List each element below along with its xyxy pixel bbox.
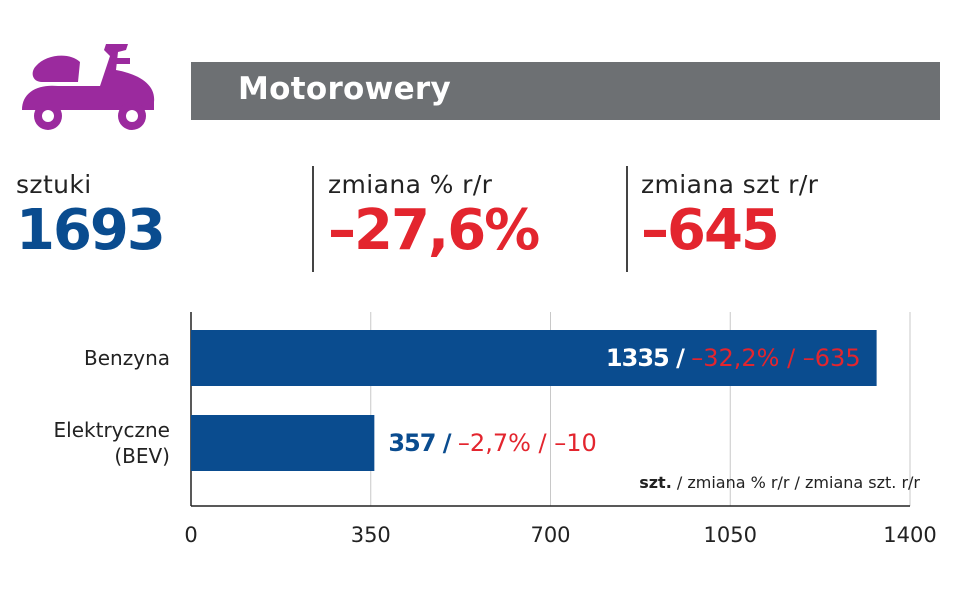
category-label: (BEV) xyxy=(114,444,170,468)
divider xyxy=(626,166,628,272)
x-tick-label: 1400 xyxy=(883,523,936,547)
stat-change-units: zmiana szt r/r –645 xyxy=(641,170,818,259)
bar-chart: 0 350 700 1050 1400 Benzyna 1335 / –32,2% / –6… xyxy=(54,312,937,547)
data-label: 1335 / –32,2% / –635 xyxy=(606,344,861,372)
x-tick-label: 350 xyxy=(351,523,391,547)
stat-change-pct-value: –27,6% xyxy=(328,198,540,263)
stat-units-value: 1693 xyxy=(16,198,166,263)
category-label: Benzyna xyxy=(84,346,170,370)
bar xyxy=(191,330,877,386)
stat-units-label: sztuki xyxy=(16,170,92,199)
legend-note: szt. / zmiana % r/r / zmiana szt. r/r xyxy=(639,473,920,492)
scooter-icon xyxy=(22,44,155,130)
x-tick-label: 700 xyxy=(530,523,570,547)
stat-units: sztuki 1693 xyxy=(16,170,166,263)
x-tick-label: 1050 xyxy=(704,523,757,547)
stat-change-pct: zmiana % r/r –27,6% xyxy=(328,170,540,263)
divider xyxy=(312,166,314,272)
bar xyxy=(191,415,375,471)
page-title: Motorowery xyxy=(238,71,452,107)
stat-change-pct-label: zmiana % r/r xyxy=(328,170,493,199)
data-label: 357 / –2,7% / –10 xyxy=(388,429,596,457)
category-label: Elektryczne xyxy=(54,418,170,442)
stat-change-units-label: zmiana szt r/r xyxy=(641,170,819,199)
stat-change-units-value: –645 xyxy=(641,198,780,263)
title-bar: Motorowery xyxy=(191,62,940,120)
x-tick-label: 0 xyxy=(184,523,197,547)
